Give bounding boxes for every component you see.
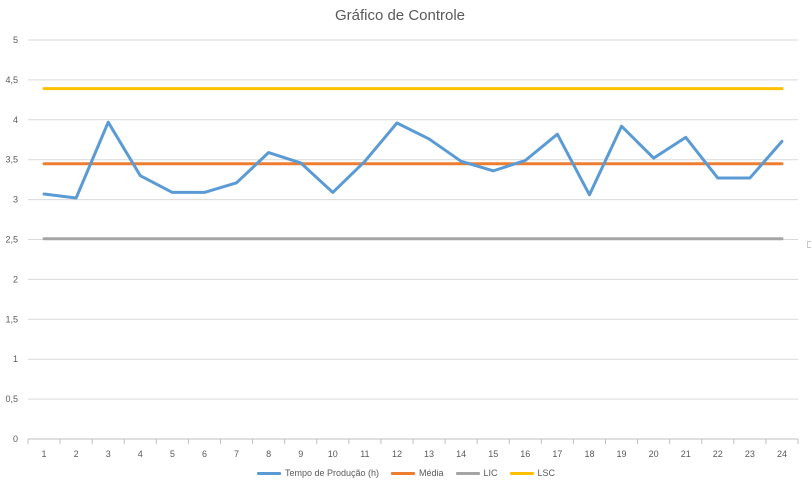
y-tick-label: 4 — [13, 115, 18, 125]
x-tick-label: 19 — [617, 449, 627, 459]
legend-swatch — [509, 471, 534, 475]
y-tick-label: 2,5 — [5, 235, 18, 245]
legend-item: Tempo de Produção (h) — [256, 468, 379, 478]
x-tick-label: 1 — [42, 449, 47, 459]
legend: Tempo de Produção (h) Média LIC LSC — [0, 468, 812, 478]
y-tick-label: 1,5 — [5, 314, 18, 324]
chart-resize-handle[interactable] — [807, 241, 811, 248]
y-tick-label: 2 — [13, 274, 18, 284]
chart-title: Gráfico de Controle — [334, 7, 466, 24]
x-tick-label: 20 — [649, 449, 659, 459]
x-tick-label: 4 — [138, 449, 143, 459]
x-tick-label: 10 — [328, 449, 338, 459]
legend-label: LIC — [483, 468, 498, 478]
x-tick-label: 22 — [713, 449, 723, 459]
legend-label: LSC — [537, 468, 556, 478]
y-tick-label: 0 — [13, 434, 18, 444]
legend-item: Média — [391, 468, 444, 478]
x-tick-label: 5 — [170, 449, 175, 459]
x-tick-label: 6 — [202, 449, 207, 459]
y-tick-label: 5 — [13, 35, 18, 45]
x-tick-label: 11 — [360, 449, 369, 459]
x-tick-label: 18 — [584, 449, 594, 459]
x-tick-label: 2 — [74, 449, 79, 459]
y-tick-label: 1 — [13, 354, 18, 364]
x-tick-label: 24 — [777, 449, 787, 459]
x-tick-label: 15 — [488, 449, 498, 459]
series-line-1 — [42, 120, 784, 200]
x-tick-label: 12 — [392, 449, 402, 459]
x-tick-label: 17 — [552, 449, 562, 459]
y-tick-label: 3,5 — [5, 155, 18, 165]
y-tick-label: 3 — [13, 195, 18, 205]
x-tick-label: 21 — [681, 449, 691, 459]
legend-label: Tempo de Produção (h) — [284, 468, 379, 478]
x-tick-label: 8 — [266, 449, 271, 459]
legend-label: Média — [419, 468, 444, 478]
legend-swatch — [256, 471, 281, 475]
legend-swatch — [455, 471, 480, 475]
x-tick-label: 9 — [298, 449, 303, 459]
y-tick-label: 0,5 — [5, 394, 18, 404]
legend-item: LIC — [455, 468, 498, 478]
x-tick-label: 16 — [520, 449, 530, 459]
x-tick-label: 7 — [234, 449, 239, 459]
legend-swatch — [391, 471, 415, 475]
x-tick-label: 23 — [745, 449, 755, 459]
x-tick-label: 13 — [424, 449, 434, 459]
y-tick-label: 4,5 — [5, 75, 18, 85]
legend-item: LSC — [509, 468, 556, 478]
x-tick-label: 14 — [456, 449, 466, 459]
x-tick-label: 3 — [106, 449, 111, 459]
